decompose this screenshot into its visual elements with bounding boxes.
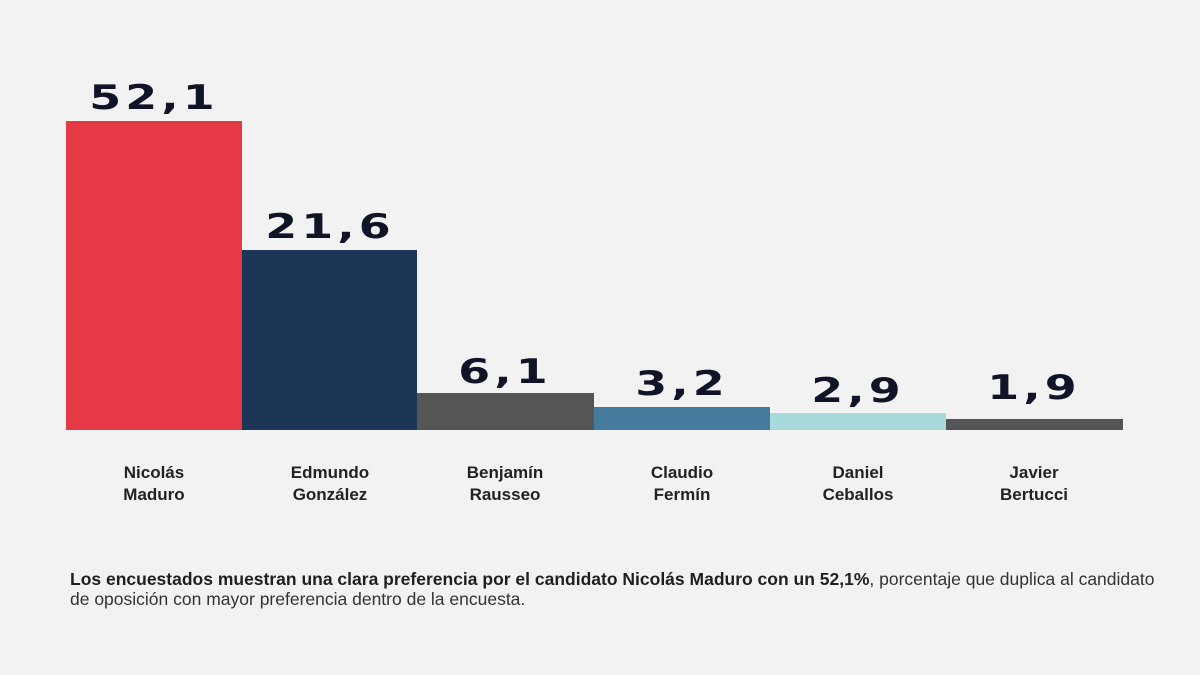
value-label-nicolas-maduro: 52,1 <box>89 78 219 118</box>
caption-normal: , porcentaje que duplica al candidato de… <box>70 569 1155 609</box>
bar-nicolas-maduro <box>66 121 242 430</box>
bar-daniel-ceballos <box>770 413 946 430</box>
value-label-claudio-fermin: 3,2 <box>635 364 729 404</box>
value-label-benjamin-rausseo: 6,1 <box>458 352 552 392</box>
chart-caption: Los encuestados muestran una clara prefe… <box>70 569 1170 609</box>
category-label-javier-bertucci: Javier Bertucci <box>999 463 1069 504</box>
bar-chart: 52,1 Nicolás Maduro 21,6 Edmundo Gonzále… <box>66 78 1123 504</box>
bar-benjamin-rausseo <box>417 393 594 430</box>
bar-javier-bertucci <box>946 419 1123 430</box>
value-label-daniel-ceballos: 2,9 <box>811 371 905 411</box>
category-label-edmundo-gonzalez: Edmundo González <box>290 463 370 504</box>
value-label-javier-bertucci: 1,9 <box>987 368 1081 408</box>
bar-claudio-fermin <box>594 407 770 430</box>
category-label-claudio-fermin: Claudio Fermín <box>650 463 714 504</box>
value-label-edmundo-gonzalez: 21,6 <box>265 207 395 247</box>
bar-edmundo-gonzalez <box>242 250 417 430</box>
caption-bold: Los encuestados muestran una clara prefe… <box>70 569 870 589</box>
category-label-daniel-ceballos: Daniel Ceballos <box>822 463 894 504</box>
category-label-nicolas-maduro: Nicolás Maduro <box>123 463 185 504</box>
category-label-benjamin-rausseo: Benjamín Rausseo <box>466 463 544 504</box>
